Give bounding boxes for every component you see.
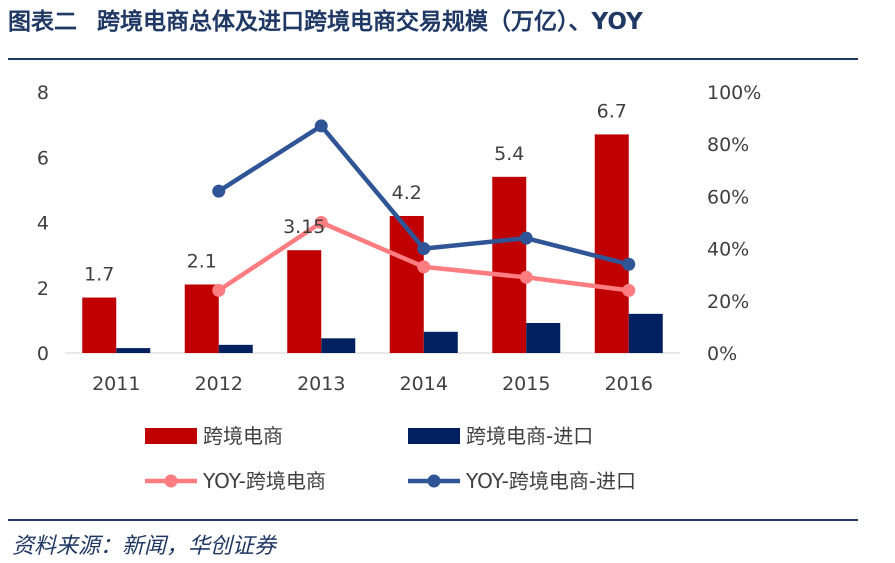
bar-value-label: 6.7 <box>597 100 627 122</box>
bar-cross-border-import <box>116 348 151 353</box>
y-right-tick-label: 100% <box>707 82 761 104</box>
legend-marker-yoy-total <box>164 474 178 488</box>
y-right-tick-label: 40% <box>707 239 749 261</box>
x-tick-label: 2013 <box>297 373 345 395</box>
x-tick-label: 2016 <box>605 373 653 395</box>
legend-marker-yoy-import <box>427 474 441 488</box>
bar-cross-border-import <box>423 331 458 353</box>
point-yoy-total <box>314 216 328 229</box>
y-right-tick-label: 20% <box>707 291 749 313</box>
bar-cross-border-total <box>82 297 117 353</box>
legend-swatch-import <box>408 428 460 444</box>
top-rule <box>8 58 858 60</box>
point-yoy-import <box>622 257 636 271</box>
bar-value-label: 1.7 <box>84 264 114 286</box>
x-tick-label: 2015 <box>502 373 550 395</box>
bar-cross-border-import <box>218 344 253 353</box>
y-left-tick-label: 8 <box>37 82 49 104</box>
chart-lines <box>212 119 636 297</box>
legend-label-import: 跨境电商-进口 <box>466 424 593 448</box>
point-yoy-total <box>212 283 226 297</box>
chart-data-labels: 1.7 2.1 3.15 4.2 5.4 6.7 <box>84 100 627 285</box>
point-yoy-total <box>417 260 431 274</box>
legend-label-yoy-import: YOY-跨境电商-进口 <box>465 469 636 493</box>
chart-legend: 跨境电商 跨境电商-进口 YOY-跨境电商 YOY-跨境电商-进口 <box>145 424 636 493</box>
bar-cross-border-total <box>492 176 527 353</box>
bar-cross-border-import <box>526 322 561 353</box>
y-left-tick-label: 4 <box>37 213 49 235</box>
bar-cross-border-total <box>594 134 629 353</box>
bar-cross-border-total <box>184 284 219 353</box>
point-yoy-import <box>417 242 431 256</box>
bar-cross-border-total <box>287 250 322 353</box>
y-left-tick-label: 6 <box>37 147 49 169</box>
y-right-tick-label: 60% <box>707 186 749 208</box>
bar-value-label: 3.15 <box>283 216 325 238</box>
point-yoy-import <box>212 184 226 198</box>
y-left-tick-label: 2 <box>37 278 49 300</box>
point-yoy-total <box>622 283 636 297</box>
point-yoy-import <box>314 119 328 133</box>
bar-value-label: 5.4 <box>494 143 524 165</box>
bar-cross-border-import <box>321 338 356 353</box>
figure-label: 图表二 <box>8 9 77 35</box>
figure-title: 跨境电商总体及进口跨境电商交易规模（万亿）、YOY <box>97 9 643 35</box>
chart-title: 图表二 跨境电商总体及进口跨境电商交易规模（万亿）、YOY <box>8 2 643 36</box>
point-yoy-import <box>519 231 533 245</box>
legend-swatch-total <box>145 428 197 444</box>
legend-label-yoy-total: YOY-跨境电商 <box>202 469 326 493</box>
y-left-tick-label: 0 <box>37 343 49 365</box>
bar-cross-border-import <box>628 313 663 353</box>
legend-label-total: 跨境电商 <box>203 424 283 448</box>
point-yoy-total <box>519 270 533 284</box>
bottom-rule <box>8 519 858 521</box>
bar-cross-border-total <box>389 215 424 353</box>
x-tick-label: 2012 <box>195 373 243 395</box>
x-tick-label: 2014 <box>400 373 448 395</box>
y-right-tick-label: 80% <box>707 134 749 156</box>
y-right-tick-label: 0% <box>707 343 737 365</box>
x-tick-label: 2011 <box>92 373 140 395</box>
bar-value-label: 4.2 <box>392 182 422 204</box>
bar-value-label: 2.1 <box>187 250 217 272</box>
source-note: 资料来源：新闻，华创证券 <box>12 534 277 559</box>
